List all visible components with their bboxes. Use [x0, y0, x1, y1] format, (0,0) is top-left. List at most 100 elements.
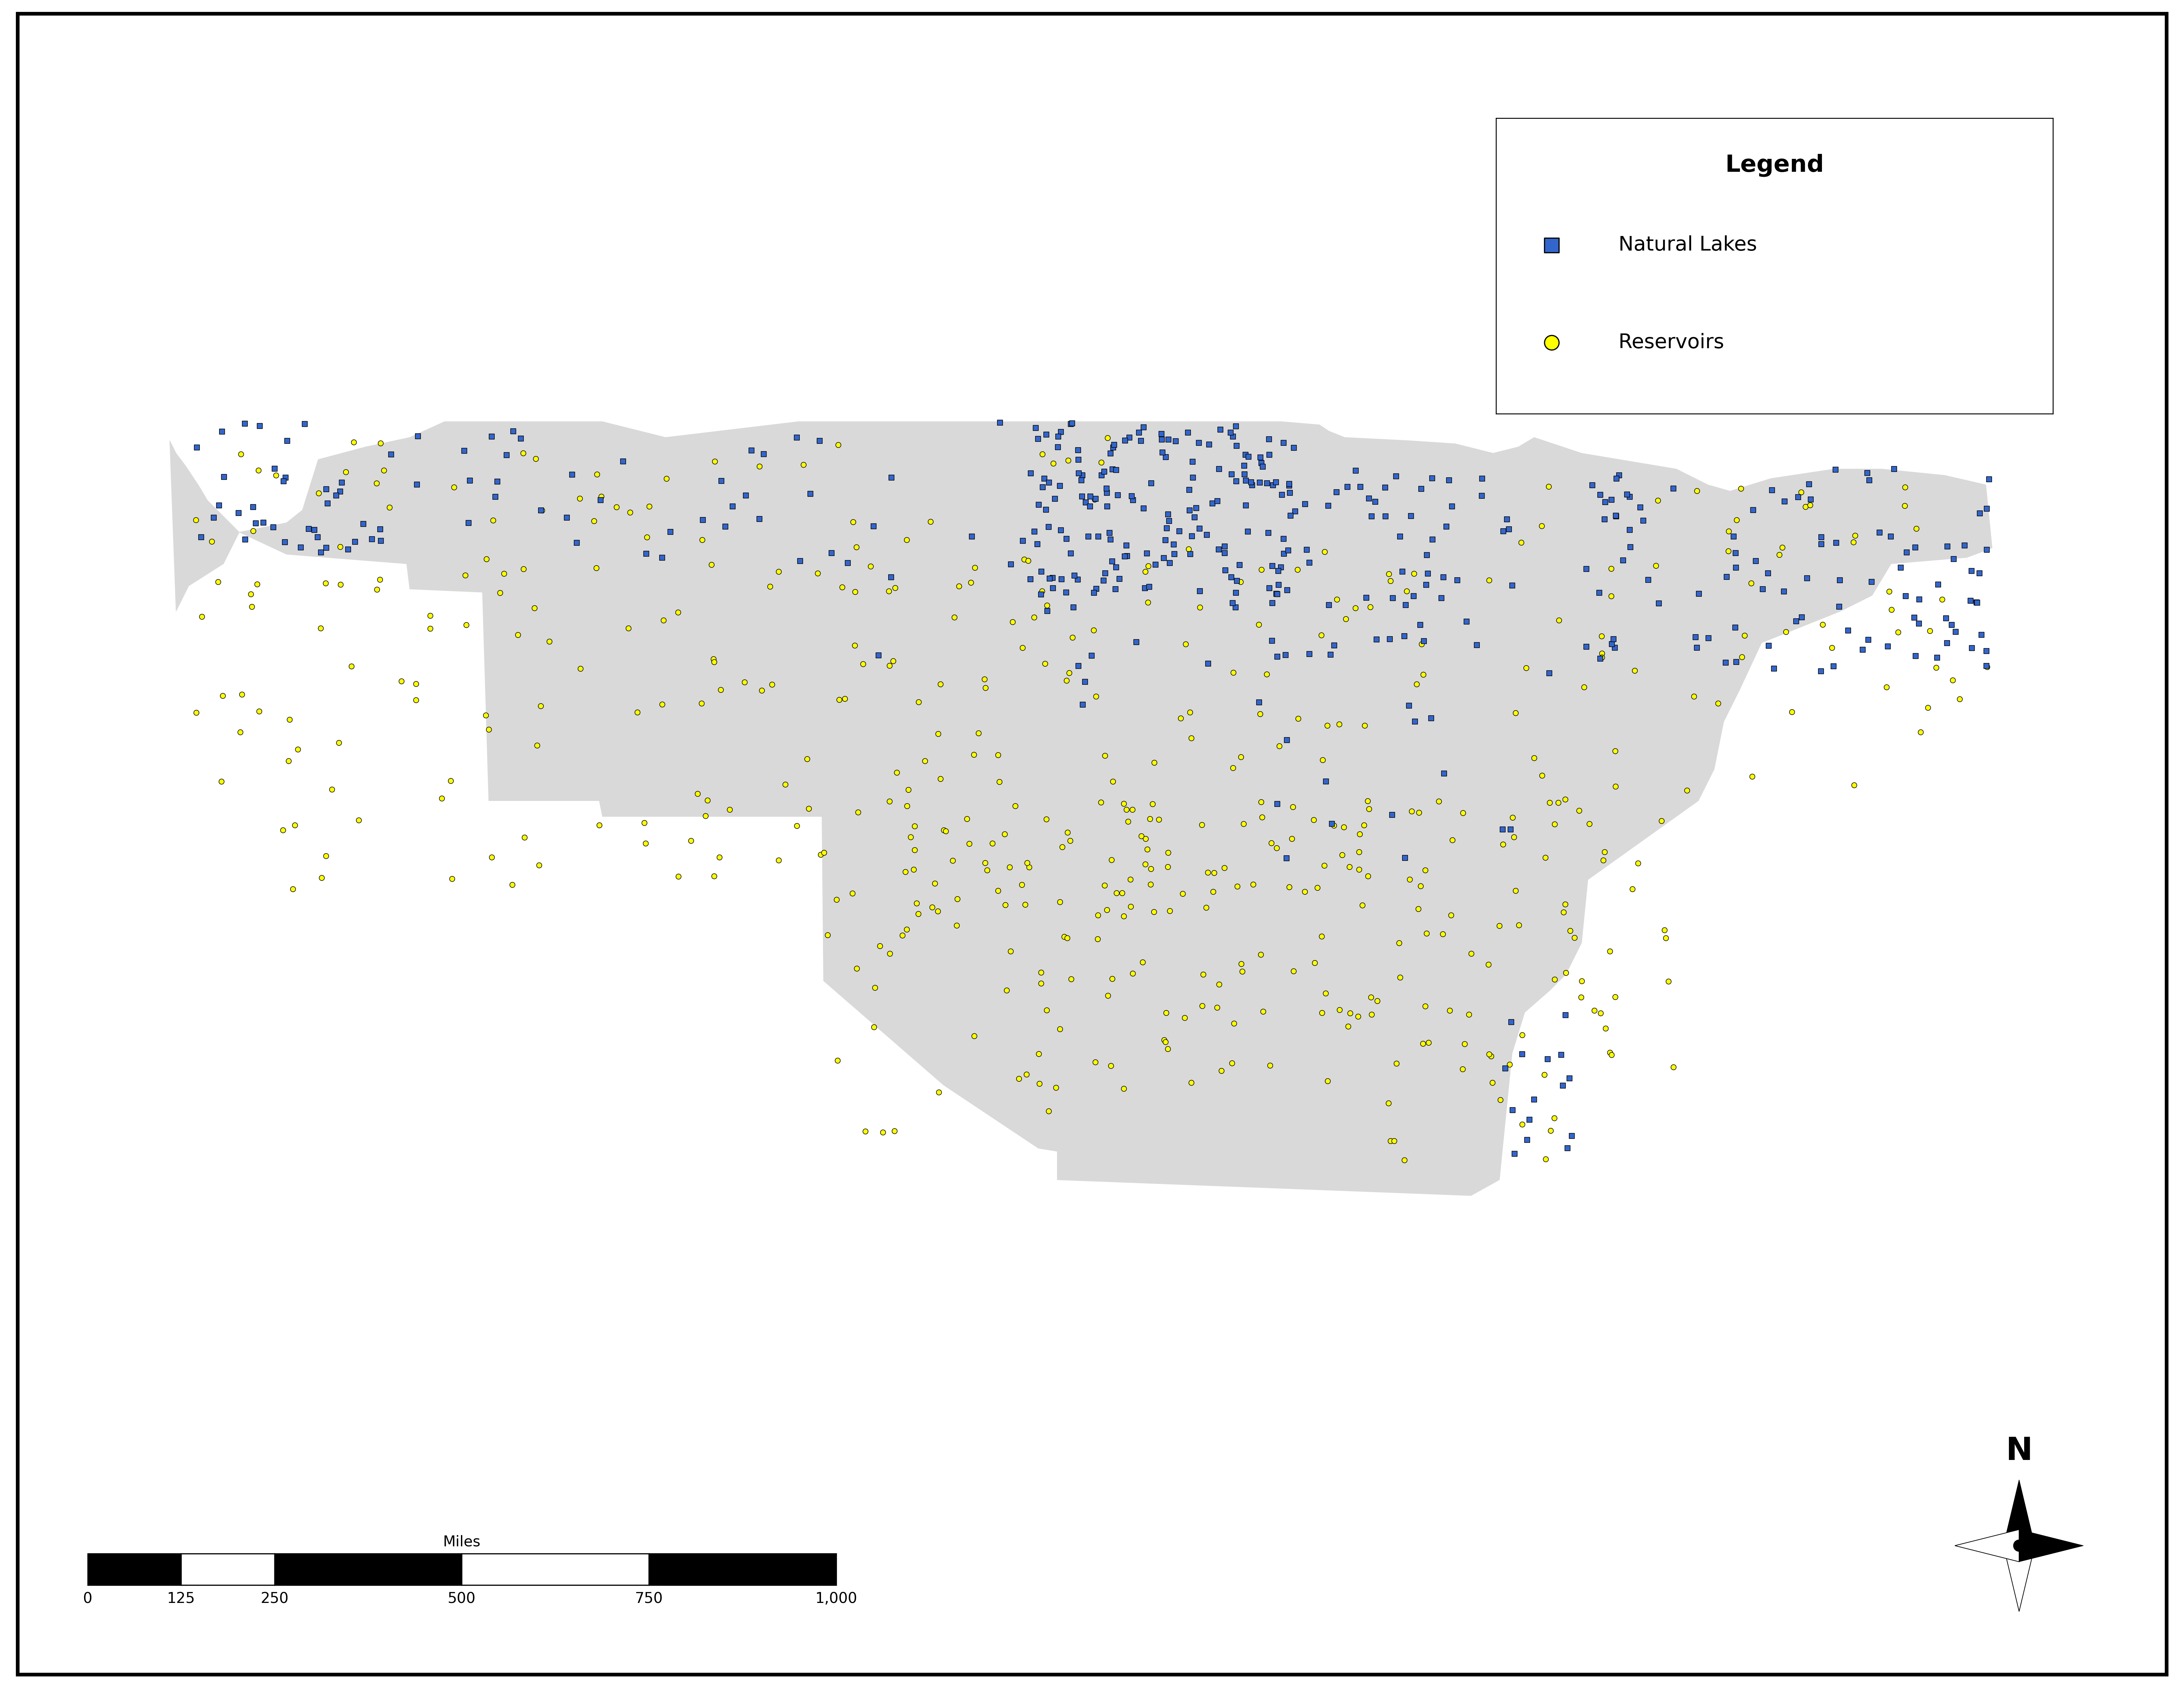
Point [1070, 523, 1105, 550]
Point [1374, 567, 1409, 594]
Point [1586, 847, 1621, 874]
Point [712, 797, 747, 824]
Point [325, 469, 360, 496]
Point [1171, 419, 1206, 446]
Point [1393, 503, 1428, 530]
Point [1107, 1075, 1142, 1102]
Point [1651, 967, 1686, 994]
Point [1201, 456, 1236, 483]
Point [989, 977, 1024, 1004]
Point [1227, 468, 1262, 495]
Point [1494, 572, 1529, 599]
Point [1817, 456, 1852, 483]
Point [1048, 667, 1083, 694]
Point [1123, 419, 1158, 446]
Point [1402, 873, 1437, 900]
Point [987, 820, 1022, 847]
Point [780, 424, 815, 451]
Point [1175, 523, 1210, 550]
Point [1793, 486, 1828, 513]
Point [782, 547, 817, 574]
Point [1531, 473, 1566, 500]
Point [1341, 839, 1376, 866]
Point [1970, 638, 2005, 665]
Point [520, 733, 555, 760]
Point [1533, 788, 1568, 815]
Point [1350, 787, 1385, 814]
Point [1114, 893, 1149, 920]
Point [472, 716, 507, 743]
Point [631, 493, 666, 520]
Point [1387, 844, 1422, 871]
Point [1710, 538, 1745, 565]
Point [917, 869, 952, 896]
Point [1599, 503, 1634, 530]
Point [686, 506, 721, 533]
Point [1256, 473, 1291, 500]
Point [1701, 690, 1736, 717]
Point [1920, 653, 1955, 680]
Point [290, 515, 325, 542]
Point [1326, 842, 1361, 869]
Point [336, 429, 371, 456]
Point [581, 812, 616, 839]
Point [1024, 441, 1059, 468]
Point [753, 670, 788, 697]
Point [1096, 434, 1131, 461]
Point [1738, 547, 1773, 574]
Point [928, 817, 963, 844]
Point [1304, 621, 1339, 648]
Point [1225, 810, 1260, 837]
Point [1219, 468, 1254, 495]
Point [1679, 478, 1714, 505]
Point [996, 608, 1031, 635]
Point [1258, 581, 1293, 608]
Point [1492, 1052, 1527, 1079]
Point [1243, 701, 1278, 728]
Point [323, 478, 358, 505]
Point [1260, 643, 1295, 670]
Point [924, 765, 959, 792]
Point [1216, 1009, 1251, 1036]
Point [467, 702, 502, 729]
Point [1372, 626, 1406, 653]
Point [1042, 1016, 1077, 1043]
Point [487, 560, 522, 587]
Point [1677, 623, 1712, 650]
Point [686, 527, 721, 554]
Point [1601, 463, 1636, 490]
Point [1077, 616, 1112, 643]
Point [234, 581, 269, 608]
Point [1583, 645, 1618, 672]
Point [1260, 834, 1295, 861]
Point [688, 802, 723, 829]
Point [194, 528, 229, 555]
Point [1245, 555, 1280, 582]
Point [729, 481, 764, 508]
Point [906, 748, 941, 775]
Polygon shape [2003, 1480, 2035, 1546]
Point [1184, 812, 1219, 839]
Point [1385, 559, 1420, 586]
Point [697, 863, 732, 890]
Point [1131, 552, 1166, 579]
Point [1623, 495, 1658, 522]
Point [1081, 901, 1116, 928]
Point [1649, 925, 1684, 952]
Bar [87, 1553, 181, 1585]
Point [1505, 1041, 1540, 1069]
Point [1911, 694, 1946, 721]
Point [1138, 550, 1173, 577]
Point [1216, 424, 1251, 451]
Point [1483, 1087, 1518, 1114]
Point [1708, 650, 1743, 677]
Point [1271, 537, 1306, 564]
Point [1754, 476, 1789, 503]
Point [1784, 604, 1819, 631]
Point [1492, 515, 1527, 542]
Point [1271, 471, 1306, 498]
Point [1830, 618, 1865, 645]
Point [1225, 957, 1260, 984]
Point [579, 461, 614, 488]
Point [1426, 564, 1461, 591]
